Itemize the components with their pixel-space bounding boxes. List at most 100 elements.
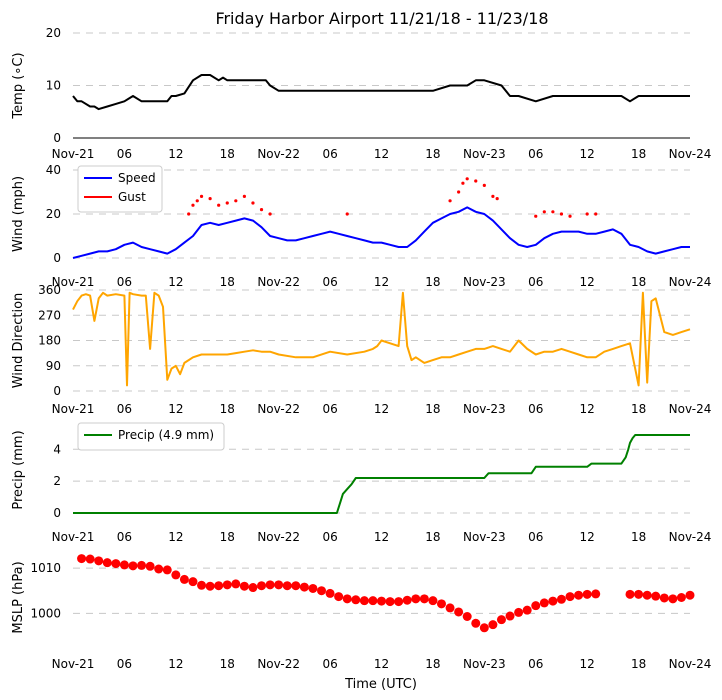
mslp-point: [162, 565, 172, 575]
x-tick-label: 06: [322, 147, 337, 161]
gust-point: [594, 212, 598, 216]
mslp-point: [274, 580, 284, 590]
mslp-point: [539, 598, 549, 608]
mslp-point: [308, 583, 318, 593]
x-tick-label: 12: [168, 402, 183, 416]
panel-5: 1000 1010 Nov-21 06 12 18 Nov-22 06 12 18 Nov-23 06…: [11, 554, 711, 671]
panel-1: 0 10 20 Nov-21 06 12 18 Nov-22 06 12 18 Nov-23 06 12 1…: [11, 26, 711, 161]
mslp-point: [625, 589, 635, 599]
x-tick-label: Nov-22: [257, 147, 300, 161]
x-tick-label: 06: [322, 275, 337, 289]
mslp-point: [94, 556, 104, 566]
gust-point: [225, 201, 229, 205]
mslp-point: [634, 589, 644, 599]
gust-point: [242, 194, 246, 198]
mslp-point: [591, 589, 601, 599]
gust-point: [457, 190, 461, 194]
gust-point: [542, 210, 546, 214]
mslp-point: [385, 597, 395, 607]
gust-point: [448, 199, 452, 203]
x-tick-label: Nov-23: [463, 147, 506, 161]
mslp-point: [462, 612, 472, 621]
chart-title: Friday Harbor Airport 11/21/18 - 11/23/1…: [215, 9, 548, 28]
mslp-point: [145, 561, 155, 571]
gust-point: [534, 214, 538, 218]
x-tick-label: 18: [220, 530, 235, 544]
x-tick-label: 18: [425, 657, 440, 671]
x-tick-label: 12: [374, 657, 389, 671]
mslp-point: [454, 607, 464, 617]
mslp-point: [248, 583, 258, 593]
x-tick-label: 06: [117, 275, 132, 289]
x-tick-label: 12: [168, 275, 183, 289]
mslp-point: [548, 596, 558, 606]
mslp-point: [171, 570, 181, 580]
panel-3: 0 90 180 270 360 Nov-21 06 12 18 Nov-22 06 12 18 Nov-…: [11, 283, 711, 416]
x-tick-label: 18: [631, 657, 646, 671]
mslp-point: [282, 581, 292, 591]
x-tick-label: 06: [528, 530, 543, 544]
x-tick-label: Nov-22: [257, 402, 300, 416]
x-tick-label: 18: [631, 147, 646, 161]
y-tick-label: 0: [53, 251, 61, 265]
x-tick-label: 12: [168, 530, 183, 544]
y-tick-label: 2: [53, 474, 61, 488]
mslp-point: [325, 588, 335, 598]
y-axis-label: Wind (mph): [11, 176, 26, 252]
y-tick-label: 10: [46, 79, 61, 93]
gust-point: [187, 212, 191, 216]
mslp-point: [651, 591, 661, 601]
mslp-point: [351, 595, 361, 605]
mslp-point: [257, 581, 267, 591]
mslp-point: [265, 580, 275, 590]
mslp-point: [668, 594, 678, 604]
mslp-point: [222, 580, 232, 590]
x-tick-label: 12: [168, 657, 183, 671]
series-line-temp: [72, 74, 690, 111]
x-tick-label: 18: [425, 275, 440, 289]
gust-point: [495, 197, 499, 201]
x-tick-label: 18: [220, 657, 235, 671]
gust-point: [195, 199, 199, 203]
x-tick-label: Nov-22: [257, 657, 300, 671]
x-tick-label: 12: [580, 657, 595, 671]
x-tick-label: 06: [322, 402, 337, 416]
x-tick-label: 06: [117, 530, 132, 544]
y-tick-label: 0: [53, 506, 61, 520]
x-tick-label: Nov-23: [463, 275, 506, 289]
gust-point: [559, 212, 564, 216]
y-tick-label: 1010: [30, 561, 61, 575]
mslp-point: [317, 586, 327, 596]
gust-point: [208, 197, 212, 201]
mslp-point: [119, 560, 129, 570]
x-tick-label: Nov-24: [669, 402, 712, 416]
mslp-point: [368, 596, 378, 606]
x-tick-label: Nov-21: [52, 147, 95, 161]
mslp-point: [642, 590, 652, 600]
x-tick-label: Nov-23: [463, 657, 506, 671]
x-tick-label: 18: [220, 402, 235, 416]
gust-point: [217, 203, 221, 207]
y-axis-label: MSLP (hPa): [11, 561, 26, 633]
series-line-speed: [72, 206, 690, 259]
mslp-point: [231, 579, 241, 589]
mslp-point: [394, 597, 404, 607]
gust-point: [259, 208, 264, 212]
mslp-point: [676, 593, 686, 602]
mslp-point: [445, 603, 455, 613]
mslp-point: [411, 594, 421, 604]
mslp-point: [359, 596, 369, 606]
mslp-point: [479, 623, 489, 633]
x-tick-label: 06: [117, 657, 132, 671]
panel-4: 0 2 4 Nov-21 06 12 18 Nov-22 06 12 18 Nov-23 06 12 18 N…: [11, 422, 711, 544]
mslp-point: [565, 592, 575, 602]
mslp-point: [471, 618, 481, 628]
mslp-point: [214, 581, 224, 591]
legend-label: Speed: [118, 171, 156, 185]
mslp-point: [342, 594, 352, 604]
mslp-point: [582, 589, 592, 599]
x-tick-label: 18: [220, 275, 235, 289]
gust-point: [568, 214, 572, 218]
x-tick-label: Nov-22: [257, 275, 300, 289]
